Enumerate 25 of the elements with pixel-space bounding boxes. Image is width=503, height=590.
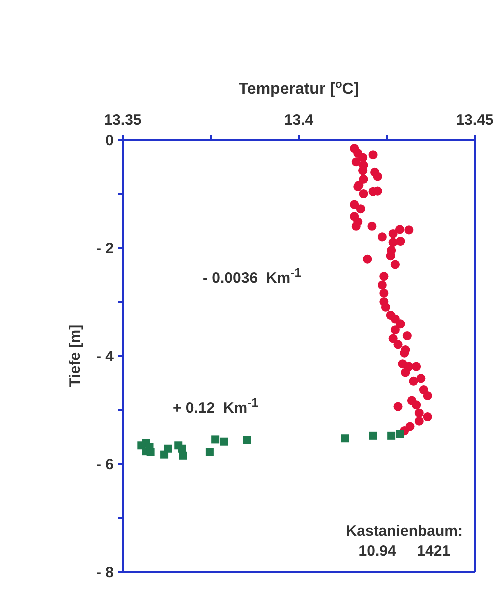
y-tick-label: - 6 [96,456,114,474]
point [243,436,252,444]
point [396,430,404,438]
annotation: Kastanienbaum: [346,522,463,542]
annotation: 10.94 1421 [358,542,452,562]
annotation: - 0.0036 Km$^{-1}$ [203,266,302,287]
point [220,438,228,446]
y-tick-label: 0 [106,132,114,150]
annotation: + 0.12 Km$^{-1}$ [173,396,259,417]
x-axis-title: Temperatur [$^{o}$C] [238,79,360,98]
point [341,434,350,443]
y-tick-label: - 2 [96,240,114,258]
point [179,452,188,460]
y-tick-label: - 4 [96,348,115,366]
point [206,448,214,456]
y-tick-label: - 8 [96,564,114,582]
point [369,432,378,440]
point [160,450,169,459]
point [388,432,396,440]
point [212,436,220,444]
y-axis-title: Tiefe [m] [67,324,84,388]
x-tick-label: 13.45 [456,112,494,129]
x-tick-label: 13.4 [284,112,314,129]
x-tick-label: 13.35 [104,112,142,129]
point [146,448,155,456]
